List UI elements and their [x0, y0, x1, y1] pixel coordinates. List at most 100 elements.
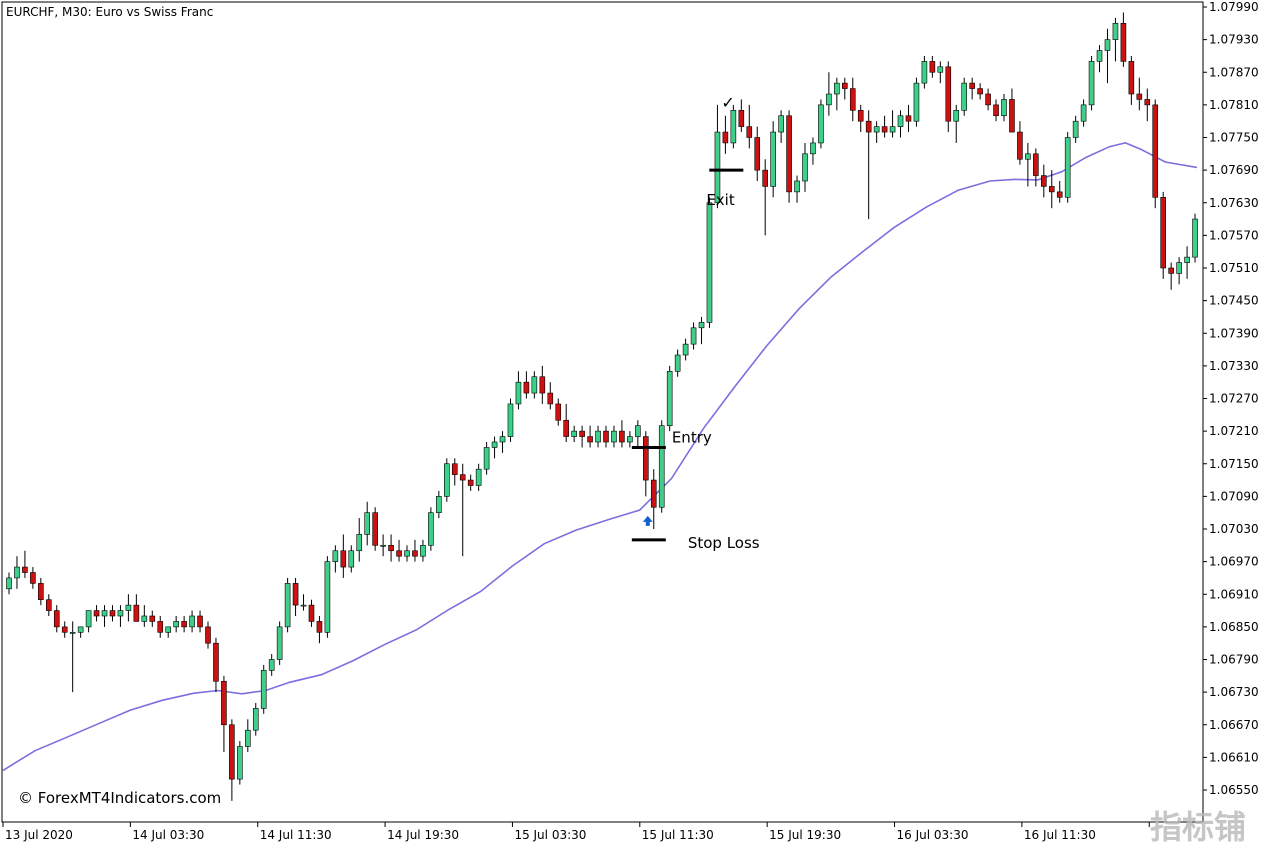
- x-axis-tick-label: 15 Jul 19:30: [769, 828, 841, 842]
- candle: [834, 77, 840, 111]
- stop-loss-label: Stop Loss: [688, 534, 760, 552]
- bull-candle-body: [276, 626, 283, 660]
- candle: [1088, 55, 1095, 111]
- bull-candle-body: [404, 550, 410, 557]
- candle: [1104, 28, 1111, 84]
- candle: [237, 741, 243, 785]
- entry-label: Entry: [672, 428, 712, 446]
- candle: [826, 72, 832, 116]
- candle: [985, 88, 991, 111]
- candle: [523, 371, 530, 399]
- bear-candle-body: [388, 545, 394, 552]
- candle: [420, 539, 426, 562]
- bull-candle-body: [499, 436, 506, 443]
- exit-label: Exit: [706, 191, 735, 209]
- bear-candle-body: [619, 430, 625, 443]
- y-axis-tick-label: 1.07150: [1209, 457, 1259, 471]
- candle: [332, 545, 339, 573]
- bull-candle-body: [77, 626, 84, 633]
- bear-candle-body: [1041, 175, 1047, 187]
- bear-candle-body: [1120, 23, 1127, 62]
- bear-candle-body: [213, 642, 219, 682]
- candle: [133, 594, 140, 622]
- candle: [746, 104, 753, 149]
- candle: [857, 104, 864, 133]
- bull-candle-body: [85, 610, 92, 628]
- candle: [953, 104, 960, 143]
- buy-arrow-icon: [642, 515, 653, 526]
- bear-candle-body: [149, 615, 156, 622]
- corner-logo: 指标铺: [1150, 808, 1246, 846]
- candle: [292, 577, 299, 616]
- candle: [531, 371, 538, 399]
- bear-candle-body: [292, 583, 299, 606]
- bull-candle-body: [698, 322, 705, 329]
- bear-candle-body: [38, 583, 44, 600]
- candle: [1072, 115, 1079, 143]
- candle: [38, 577, 44, 606]
- candle: [1041, 164, 1047, 198]
- bull-candle-body: [252, 708, 259, 731]
- candle: [189, 610, 195, 633]
- x-axis-tick-label: 15 Jul 03:30: [514, 828, 586, 842]
- bear-candle-body: [786, 115, 792, 193]
- candle: [682, 338, 689, 361]
- bull-candle-body: [284, 583, 291, 628]
- bear-candle-body: [30, 572, 36, 584]
- y-axis-tick-label: 1.07090: [1209, 489, 1259, 503]
- candle: [770, 121, 776, 198]
- bear-candle-body: [340, 550, 347, 568]
- candle: [77, 626, 84, 638]
- candle: [897, 110, 904, 138]
- bear-candle-body: [181, 621, 187, 628]
- bull-candle-body: [1064, 137, 1071, 198]
- bear-candle-body: [905, 115, 912, 122]
- candle: [428, 507, 434, 551]
- bull-candle-body: [921, 61, 928, 84]
- bull-candle-body: [1112, 23, 1119, 40]
- candle: [937, 61, 944, 84]
- price-axis[interactable]: 1.07990 1.07930 1.07870 1.07810 1.07750 1.076…: [1203, 0, 1259, 797]
- bull-candle-body: [491, 441, 498, 448]
- bear-candle-body: [579, 430, 585, 437]
- candle: [921, 55, 928, 89]
- y-axis-tick-label: 1.07570: [1209, 228, 1259, 242]
- time-axis[interactable]: 13 Jul 2020 14 Jul 03:30 14 Jul 11:30 14 Ju…: [2, 822, 1150, 842]
- y-axis-tick-label: 1.06790: [1209, 653, 1259, 667]
- y-axis-tick-label: 1.06970: [1209, 555, 1259, 569]
- candle: [810, 137, 816, 165]
- candle: [674, 349, 681, 377]
- bear-candle-body: [53, 610, 60, 628]
- candle: [213, 637, 219, 693]
- bull-candle-body: [810, 142, 816, 155]
- candle: [372, 507, 378, 551]
- candle: [101, 605, 108, 627]
- bull-candle-body: [802, 153, 808, 182]
- x-axis-tick-label: 13 Jul 2020: [5, 828, 73, 842]
- candle: [252, 703, 259, 736]
- candle: [865, 110, 872, 220]
- candle: [268, 654, 275, 676]
- bull-candle-body: [730, 110, 737, 144]
- bull-candle-body: [794, 180, 800, 193]
- bull-candle-body: [690, 327, 697, 345]
- y-axis-tick-label: 1.06550: [1209, 783, 1259, 797]
- bear-candle-body: [754, 137, 761, 171]
- bull-candle-body: [611, 430, 617, 443]
- candles-layer: [6, 12, 1198, 801]
- bull-candle-body: [889, 126, 896, 133]
- candle: [1096, 45, 1103, 73]
- candle: [722, 115, 729, 154]
- candle: [165, 626, 171, 638]
- candle: [181, 616, 187, 633]
- candle: [260, 664, 267, 714]
- candle: [348, 545, 355, 573]
- candle: [1048, 170, 1055, 209]
- candle: [1128, 55, 1135, 105]
- bull-candle-body: [627, 436, 633, 443]
- candle: [1152, 99, 1159, 209]
- candle: [245, 719, 251, 752]
- bull-candle-body: [658, 425, 665, 508]
